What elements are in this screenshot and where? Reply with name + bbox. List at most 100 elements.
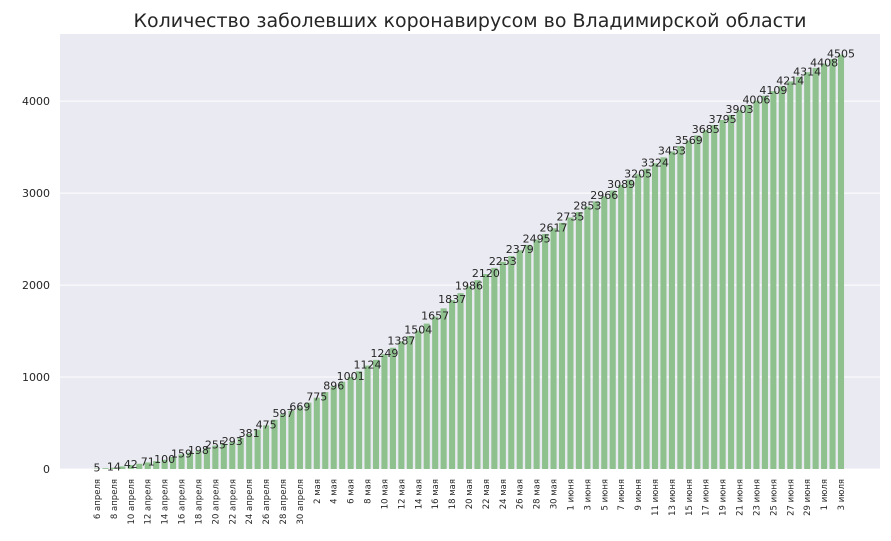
x-tick-label: 6 мая (347, 479, 357, 504)
bar (737, 110, 743, 469)
bar (534, 240, 540, 469)
y-tick-label: 0 (43, 463, 50, 476)
bar (356, 371, 362, 469)
bar (407, 336, 413, 469)
bar (466, 286, 472, 469)
data-label: 1504 (404, 324, 432, 337)
x-tick-label: 7 июня (617, 479, 627, 510)
bar (551, 228, 557, 469)
bar (559, 223, 565, 469)
x-tick-label: 1 июля (820, 479, 830, 510)
bar (576, 212, 582, 469)
chart-title: Количество заболевших коронавирусом во В… (133, 10, 806, 32)
bar (728, 115, 734, 469)
bar (441, 308, 447, 469)
data-label: 1837 (438, 293, 466, 306)
y-tick-label: 2000 (22, 279, 50, 292)
bar (458, 293, 464, 469)
x-tick-label: 3 июля (837, 479, 847, 510)
bar (686, 141, 692, 469)
bar (483, 274, 489, 469)
bar (314, 398, 320, 469)
bar (525, 245, 531, 469)
bar (415, 331, 421, 469)
bar (821, 64, 827, 469)
x-tick-label: 13 июня (668, 479, 678, 516)
bar (830, 59, 836, 469)
bar (804, 72, 810, 469)
x-tick-label: 16 мая (431, 479, 441, 509)
bar (694, 135, 700, 469)
bar (508, 256, 514, 469)
x-tick-label: 24 мая (499, 479, 509, 509)
bar (753, 101, 759, 469)
data-label: 71 (141, 455, 155, 468)
bar (787, 81, 793, 469)
bar (517, 250, 523, 469)
data-label: 1657 (421, 310, 449, 323)
bar (644, 169, 650, 469)
x-tick-label: 18 мая (448, 479, 458, 509)
bar (770, 91, 776, 469)
data-label: 3324 (641, 156, 669, 169)
bar (838, 55, 844, 469)
bar (348, 377, 354, 469)
x-tick-label: 10 апреля (127, 479, 137, 524)
data-label: 14 (107, 461, 121, 474)
x-tick-label: 12 мая (397, 479, 407, 509)
bar (635, 174, 641, 469)
bar (373, 360, 379, 469)
data-label: 5 (94, 462, 101, 475)
y-tick-label: 3000 (22, 187, 50, 200)
bar (813, 68, 819, 469)
bar (652, 163, 658, 469)
x-tick-label: 20 апреля (211, 479, 221, 524)
x-tick-label: 8 апреля (110, 479, 120, 519)
x-tick-label: 28 мая (533, 479, 543, 509)
x-tick-label: 4 мая (330, 479, 340, 504)
data-label: 775 (306, 391, 327, 404)
bar (567, 217, 573, 469)
bar (331, 387, 337, 469)
bar (618, 185, 624, 469)
x-tick-label: 27 июня (786, 479, 796, 516)
x-tick-label: 1 июня (566, 479, 576, 510)
bar (398, 341, 404, 469)
data-label: 2495 (523, 233, 551, 246)
data-label: 1986 (455, 279, 483, 292)
x-tick-label: 22 мая (482, 479, 492, 509)
x-tick-label: 26 апреля (262, 479, 272, 524)
bar (669, 151, 675, 469)
x-tick-label: 25 июня (769, 479, 779, 516)
bar (381, 354, 387, 469)
x-tick-label: 15 июня (685, 479, 695, 516)
bar (432, 317, 438, 469)
y-tick-label: 4000 (22, 95, 50, 108)
data-label: 2120 (472, 267, 500, 280)
bar (584, 207, 590, 469)
data-label: 42 (124, 458, 138, 471)
x-tick-label: 22 апреля (228, 479, 238, 524)
bar (390, 348, 396, 469)
bar (601, 196, 607, 469)
bar (703, 130, 709, 469)
bar (745, 105, 751, 469)
bar (720, 120, 726, 469)
x-tick-label: 23 июня (752, 479, 762, 516)
data-label: 475 (256, 418, 277, 431)
bar (779, 86, 785, 469)
x-tick-label: 10 мая (380, 479, 390, 509)
x-tick-label: 5 июня (600, 479, 610, 510)
x-tick-label: 16 апреля (178, 479, 188, 524)
bar (500, 262, 506, 469)
x-tick-label: 20 мая (465, 479, 475, 509)
bar (263, 425, 269, 469)
x-tick-label: 19 июня (719, 479, 729, 516)
bar (365, 366, 371, 469)
x-tick-label: 6 апреля (93, 479, 103, 519)
data-label: 1001 (337, 370, 365, 383)
x-tick-label: 2 мая (313, 479, 323, 504)
x-tick-label: 8 мая (364, 479, 374, 504)
